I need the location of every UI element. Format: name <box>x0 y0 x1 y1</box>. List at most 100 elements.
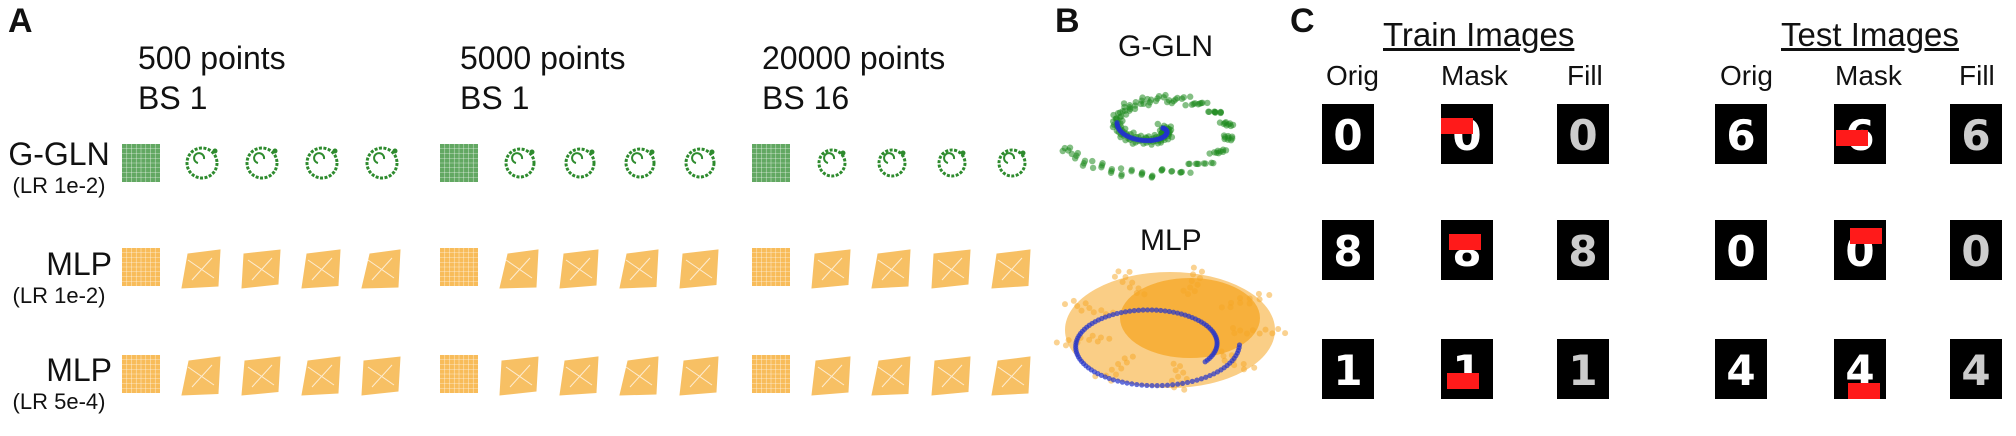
thumbnail-r3-c2-5 <box>679 356 719 396</box>
col-2-points: 5000 points <box>460 40 626 76</box>
test-fill-1: 6 <box>1950 104 2002 164</box>
mlp-scatter-cloud <box>1053 264 1289 393</box>
thumbnail-r1-c3-5 <box>997 148 1027 178</box>
test-orig-2: 0 <box>1715 220 1767 280</box>
ggln-target-points <box>1114 119 1170 144</box>
test-mask-1: 6 <box>1834 104 1886 164</box>
thumbnail-r1-c3-3 <box>877 148 907 178</box>
svg-text:1: 1 <box>1568 346 1597 395</box>
thumbnail-r2-c2-5 <box>679 249 719 289</box>
thumbnail-r2-c3-4 <box>931 249 971 289</box>
thumbnail-r3-c3-1 <box>752 355 790 393</box>
svg-text:0: 0 <box>1568 111 1597 160</box>
test-col-mask: Mask <box>1835 60 1902 91</box>
thumbnail-r3-c2-1 <box>440 355 478 393</box>
thumbnail-r3-c1-5 <box>361 356 401 396</box>
train-fill-1: 0 <box>1557 104 1609 164</box>
thumbnail-r1-c1-4 <box>305 146 339 180</box>
test-orig-3: 4 <box>1715 339 1767 399</box>
thumbnail-r2-c1-1 <box>122 248 160 286</box>
thumbnail-r1-c1-2 <box>185 146 219 180</box>
thumbnail-r2-c3-2 <box>811 249 851 289</box>
thumbnail-r3-c3-4 <box>931 356 971 396</box>
panel-b-letter: B <box>1055 2 1080 40</box>
test-col-fill: Fill <box>1959 60 1995 91</box>
train-col-orig: Orig <box>1326 60 1379 91</box>
svg-text:4: 4 <box>1845 346 1874 395</box>
thumbnail-r3-c3-3 <box>871 356 911 396</box>
thumbnail-r2-c1-2 <box>181 249 221 289</box>
thumbnail-r2-c2-3 <box>559 249 599 289</box>
thumbnail-r1-c1-3 <box>245 146 279 180</box>
svg-text:0: 0 <box>1845 227 1874 276</box>
panel-a-col-1: 500 points BS 1 <box>138 38 286 118</box>
train-mask-3: 1 <box>1441 339 1493 399</box>
thumbnail-r2-c2-4 <box>619 249 659 289</box>
row-3-lr: (LR 5e-4) <box>12 389 106 414</box>
thumbnail-r2-c3-5 <box>991 249 1031 289</box>
thumbnail-r2-c2-2 <box>499 249 539 289</box>
test-orig-1: 6 <box>1715 104 1767 164</box>
svg-text:0: 0 <box>1333 111 1362 160</box>
thumbnail-r1-c3-4 <box>937 148 967 178</box>
svg-text:1: 1 <box>1452 346 1481 395</box>
train-images-title: Train Images <box>1383 16 1575 53</box>
train-fill-2: 8 <box>1557 220 1609 280</box>
row-label-3: MLP (LR 5e-4) <box>0 352 118 415</box>
panel-b-ggln-title: G-GLN <box>1118 30 1214 63</box>
svg-text:0: 0 <box>1726 227 1755 276</box>
svg-text:0: 0 <box>1452 111 1481 160</box>
thumbnail-r1-c2-4 <box>624 147 656 179</box>
thumbnail-r3-c1-2 <box>181 356 221 396</box>
thumbnail-r3-c1-4 <box>301 356 341 396</box>
test-fill-3: 4 <box>1950 339 2002 399</box>
svg-text:8: 8 <box>1333 227 1362 276</box>
thumbnail-r3-c1-3 <box>241 356 281 396</box>
row-label-2: MLP (LR 1e-2) <box>0 246 118 309</box>
col-2-batch: BS 1 <box>460 80 530 116</box>
svg-text:8: 8 <box>1452 227 1481 276</box>
thumbnail-r1-c2-3 <box>564 147 596 179</box>
train-mask-1: 0 <box>1441 104 1493 164</box>
row-1-lr: (LR 1e-2) <box>12 173 106 198</box>
train-orig-2: 8 <box>1322 220 1374 280</box>
svg-text:4: 4 <box>1726 346 1755 395</box>
train-mask-2: 8 <box>1441 220 1493 280</box>
thumbnail-r2-c3-3 <box>871 249 911 289</box>
svg-text:8: 8 <box>1568 227 1597 276</box>
test-mask-2: 0 <box>1834 220 1886 280</box>
row-3-model: MLP <box>46 352 112 388</box>
mask-patch <box>1848 383 1880 399</box>
test-col-orig: Orig <box>1720 60 1773 91</box>
mask-patch <box>1441 118 1473 134</box>
row-2-lr: (LR 1e-2) <box>12 283 106 308</box>
panel-a-col-2: 5000 points BS 1 <box>460 38 625 118</box>
thumbnail-r3-c2-4 <box>619 356 659 396</box>
mask-patch <box>1449 234 1481 250</box>
thumbnail-r3-c1-1 <box>122 355 160 393</box>
svg-text:4: 4 <box>1961 346 1990 395</box>
svg-text:6: 6 <box>1845 111 1874 160</box>
mask-patch <box>1447 373 1479 389</box>
col-3-points: 20000 points <box>762 40 946 76</box>
thumbnail-r1-c2-5 <box>684 147 716 179</box>
thumbnail-r1-c1-1 <box>122 144 160 182</box>
panel-a-thumbnails <box>122 144 1031 396</box>
thumbnail-r1-c3-1 <box>752 144 790 182</box>
svg-text:6: 6 <box>1961 111 1990 160</box>
thumbnail-r3-c3-2 <box>811 356 851 396</box>
ggln-scatter-cloud <box>1059 91 1237 181</box>
svg-text:0: 0 <box>1961 227 1990 276</box>
thumbnail-r3-c2-2 <box>499 356 539 396</box>
train-col-fill: Fill <box>1567 60 1603 91</box>
panel-b-mlp-title: MLP <box>1140 224 1202 257</box>
thumbnail-r2-c1-3 <box>241 249 281 289</box>
panel-a-letter: A <box>8 2 33 40</box>
test-images-title: Test Images <box>1781 16 1959 53</box>
row-1-model: G-GLN <box>8 136 110 172</box>
col-3-batch: BS 16 <box>762 80 850 116</box>
col-1-batch: BS 1 <box>138 80 208 116</box>
row-label-1: G-GLN (LR 1e-2) <box>0 136 118 199</box>
thumbnail-r1-c1-5 <box>365 146 399 180</box>
thumbnail-r1-c2-2 <box>504 147 536 179</box>
